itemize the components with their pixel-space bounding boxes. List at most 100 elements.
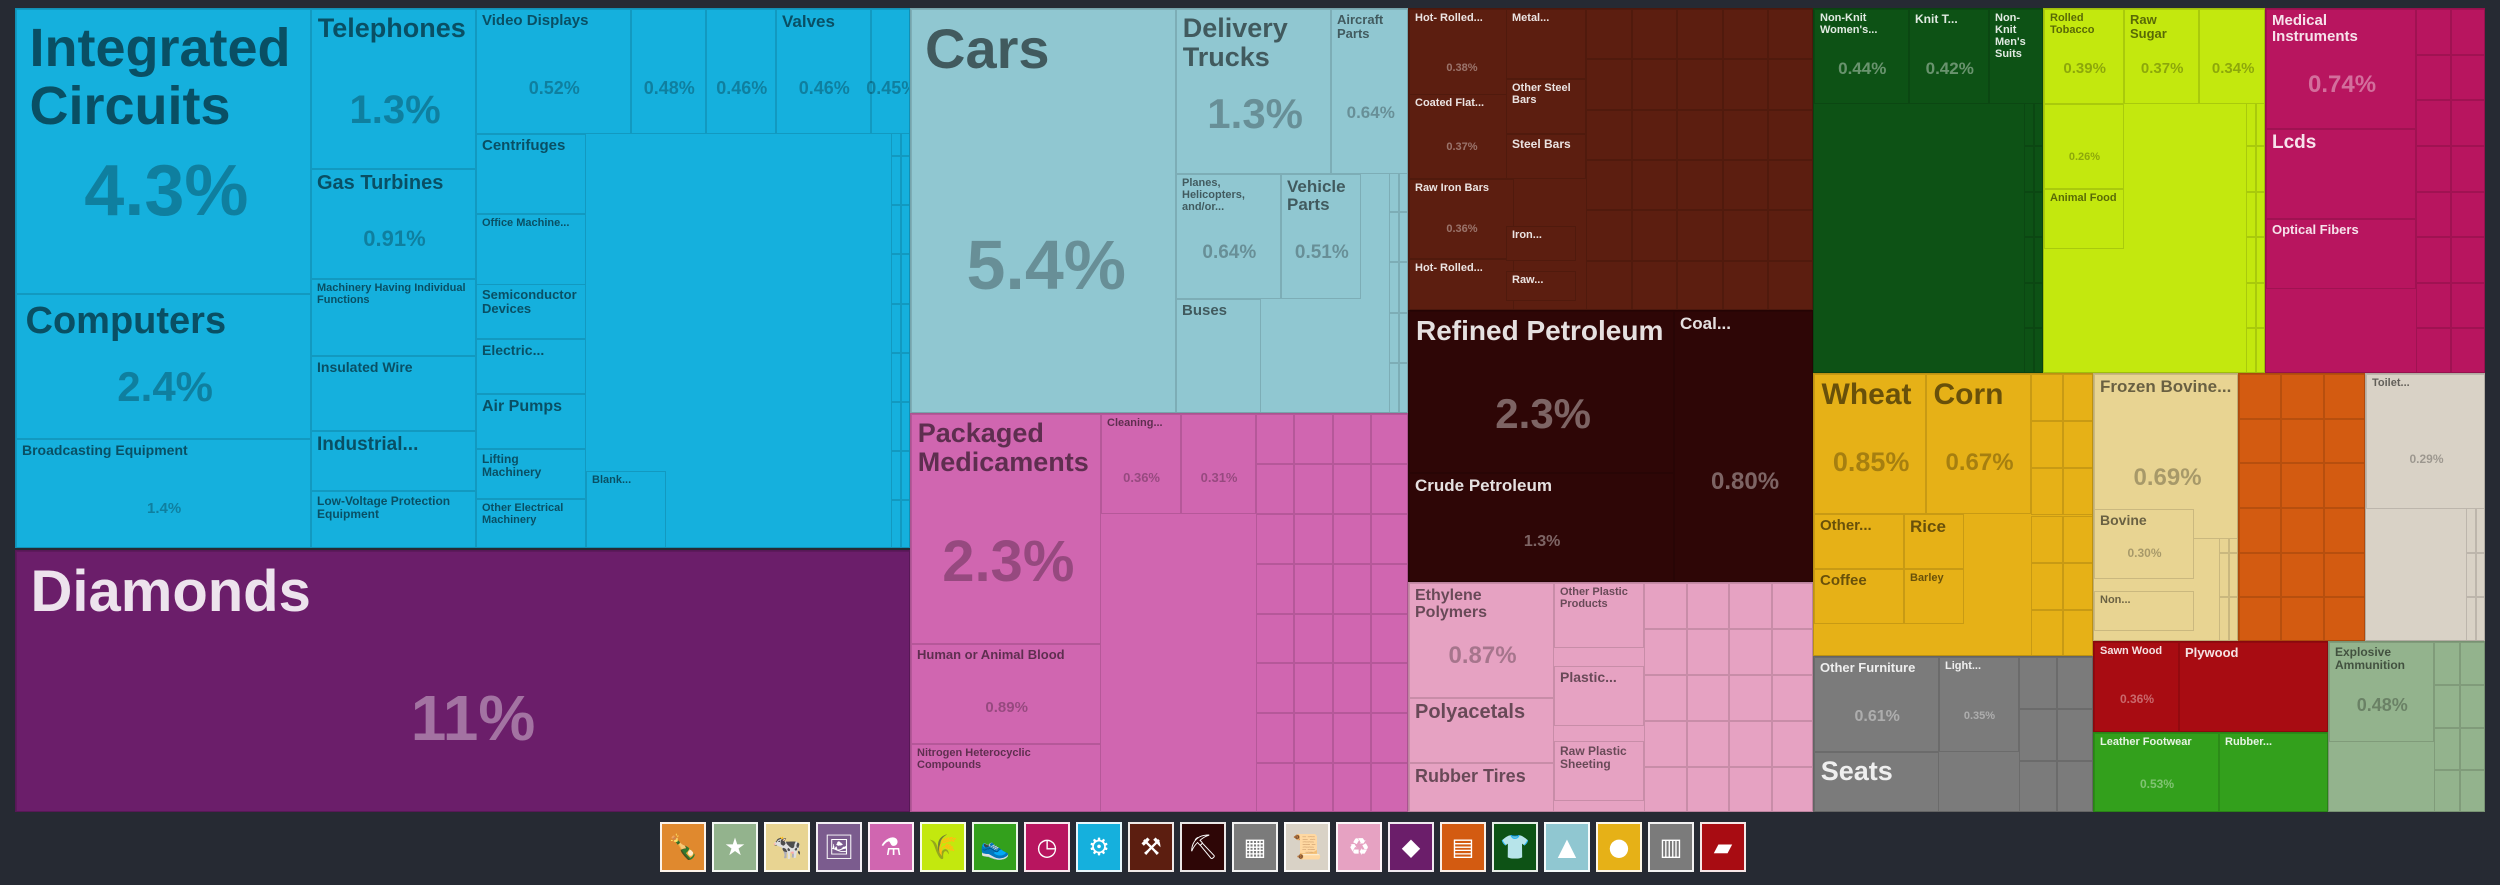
product-tile[interactable] [1554,583,1644,648]
product-tile[interactable] [1506,79,1586,134]
sector-miscellaneous[interactable]: Toilet... 0.29% [2365,373,2485,641]
product-tile[interactable] [1814,9,1909,104]
product-tile[interactable] [2094,642,2179,731]
product-tile[interactable] [1814,514,1904,569]
product-tile[interactable] [1409,473,1674,581]
plank-icon[interactable]: ▰ [1700,822,1746,872]
product-tile[interactable] [1904,569,1964,624]
product-tile[interactable] [1506,271,1576,301]
sector-machines[interactable]: Integrated Circuits 4.3% Computers 2.4% Broa… [15,8,910,548]
product-tile[interactable] [2329,642,2434,742]
product-tile[interactable] [911,744,1101,811]
product-tile[interactable] [911,9,1176,412]
sector-animal-products[interactable]: Frozen Bovine... 0.69% Bovine 0.30% Non... [2093,373,2238,641]
product-tile[interactable] [476,499,586,547]
sector-vegetable-products[interactable]: Wheat 0.85% Corn 0.67% Other... Rice Coffee Bar… [1813,373,2093,656]
product-tile[interactable] [2179,642,2327,731]
sector-metals[interactable]: Hot- Rolled... 0.38% Metal... Coated Flat..… [1408,8,1813,310]
product-tile[interactable] [1101,414,1181,514]
product-tile[interactable] [2094,591,2194,631]
sector-chemical-products[interactable]: Packaged Medicaments 2.3% Cleaning... 0.36%… [910,413,1408,812]
sector-animal-and-vegetable-bi-products[interactable] [2238,373,2365,641]
diamond-icon[interactable]: ◆ [1388,822,1434,872]
product-tile[interactable] [2266,129,2416,219]
scroll-icon[interactable]: 📜 [1284,822,1330,872]
wood-icon[interactable]: ▤ [1440,822,1486,872]
shoe-icon[interactable]: 👟 [972,822,1018,872]
sector-transportation[interactable]: Cars 5.4% Delivery Trucks 1.3% Aircraft Part… [910,8,1408,413]
product-tile[interactable] [776,9,871,134]
product-tile[interactable] [1506,134,1586,179]
product-tile[interactable] [1506,9,1586,79]
product-tile[interactable] [1814,374,1926,514]
product-tile[interactable] [1176,299,1261,412]
product-tile[interactable] [1409,311,1674,473]
sector-precious-metals[interactable]: Diamonds 11% [15,550,910,812]
product-tile[interactable] [16,9,311,294]
product-tile[interactable] [2366,374,2484,509]
sector-wood-products[interactable]: Sawn Wood 0.36% Plywood [2093,641,2328,732]
sector-instruments[interactable]: Medical Instruments 0.74% Lcds Optical Fibe… [2265,8,2485,373]
product-tile[interactable] [16,551,909,811]
sector-furniture[interactable]: Other Furniture 0.61% Light... 0.35% Seats [1813,656,2093,812]
fruit-icon[interactable]: ● [1596,822,1642,872]
picture-frame-icon[interactable]: 🖼 [816,822,862,872]
product-tile[interactable] [2199,9,2264,104]
product-tile[interactable] [476,339,586,394]
cube-icon[interactable]: ▦ [1232,822,1278,872]
product-tile[interactable] [631,9,706,134]
product-tile[interactable] [311,431,476,491]
product-tile[interactable] [16,294,311,439]
product-tile[interactable] [1506,226,1576,261]
shirt-icon[interactable]: 👕 [1492,822,1538,872]
product-tile[interactable] [1674,311,1812,581]
product-tile[interactable] [1926,374,2031,514]
product-tile[interactable] [1989,9,2042,104]
product-tile[interactable] [1409,259,1514,309]
product-tile[interactable] [311,356,476,431]
product-tile[interactable] [476,449,586,499]
product-tile[interactable] [1331,9,1407,174]
product-tile[interactable] [2124,9,2199,104]
product-tile[interactable] [1176,174,1281,299]
bottle-icon[interactable]: 🍾 [660,822,706,872]
product-tile[interactable] [1814,569,1904,624]
product-tile[interactable] [911,414,1101,644]
product-tile[interactable] [2266,219,2416,289]
wheat-icon[interactable]: 🌾 [920,822,966,872]
product-tile[interactable] [1409,763,1554,811]
product-tile[interactable] [1554,666,1644,726]
product-tile[interactable] [871,9,909,134]
road-icon[interactable]: ▲ [1544,822,1590,872]
flask-icon[interactable]: ⚗ [868,822,914,872]
product-tile[interactable] [2094,509,2194,579]
sector-textiles[interactable]: Non-Knit Women's... 0.44% Knit T... 0.42% No… [1813,8,2043,373]
product-tile[interactable] [1409,179,1514,259]
product-tile[interactable] [2094,733,2219,811]
sector-plastics-and-rubbers[interactable]: Ethylene Polymers 0.87% Other Plastic Prod… [1408,582,1813,812]
product-tile[interactable] [1181,414,1256,514]
product-tile[interactable] [2044,9,2124,104]
anvil-icon[interactable]: ⚒ [1128,822,1174,872]
product-tile[interactable] [1909,9,1989,104]
sector-footwear-and-headwear[interactable]: Leather Footwear 0.53% Rubber... [2093,732,2328,812]
product-tile[interactable] [1904,514,1964,569]
animal-icon[interactable]: 🐄 [764,822,810,872]
product-tile[interactable] [1409,698,1554,763]
product-tile[interactable] [16,439,311,547]
product-tile[interactable] [1814,752,1939,811]
gears-icon[interactable]: ⚙ [1076,822,1122,872]
product-tile[interactable] [2044,189,2124,249]
product-tile[interactable] [1814,657,1939,752]
product-tile[interactable] [2219,733,2327,811]
product-tile[interactable] [1409,9,1514,104]
product-tile[interactable] [911,644,1101,744]
product-tile[interactable] [311,169,476,279]
star-badge-icon[interactable]: ★ [712,822,758,872]
product-tile[interactable] [476,394,586,449]
product-tile[interactable] [2266,9,2416,129]
product-tile[interactable] [1409,583,1554,698]
product-tile[interactable] [2044,104,2124,189]
product-tile[interactable] [1554,741,1644,801]
sector-mineral-products[interactable]: Refined Petroleum 2.3% Coal... 0.80% Crude P… [1408,310,1813,582]
